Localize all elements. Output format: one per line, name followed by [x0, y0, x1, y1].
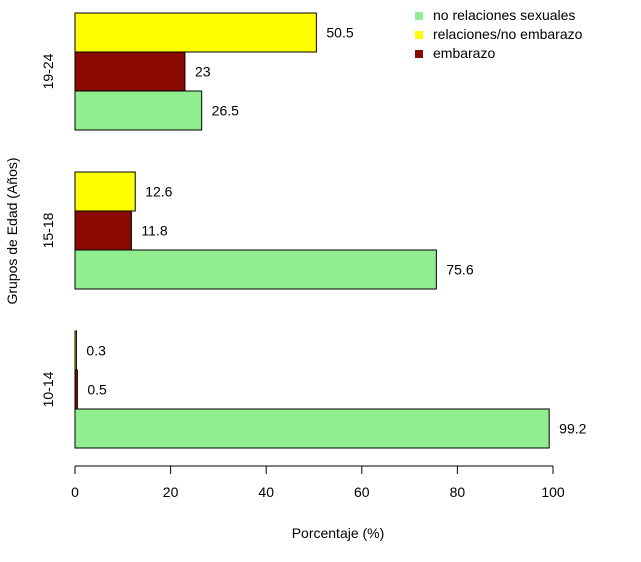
bar-19-24-embarazo [74, 51, 186, 92]
bar-19-24-no-relaciones-sexuales [74, 90, 203, 131]
group-label-19-24: 19-24 [40, 53, 56, 89]
x-tick-label-80: 80 [450, 484, 466, 500]
value-label-10-14-embarazo: 0.5 [87, 382, 107, 398]
bars-layer [74, 12, 550, 449]
value-label-19-24-no-relaciones-sexuales: 26.5 [212, 103, 239, 119]
value-label-19-24-embarazo: 23 [195, 64, 211, 80]
value-label-10-14-no-relaciones-sexuales: 99.2 [559, 421, 586, 437]
y-axis-title: Grupos de Edad (Años) [4, 157, 20, 304]
value-label-15-18-relaciones-no-embarazo: 12.6 [145, 184, 172, 200]
legend: no relaciones sexuales relaciones/no emba… [415, 7, 583, 61]
value-labels-layer: 50.5 23 26.5 12.6 11.8 75.6 0.3 0.5 99.2 [86, 25, 586, 437]
x-axis: 0 20 40 60 80 100 [71, 465, 565, 500]
bar-15-18-no-relaciones-sexuales [74, 249, 437, 290]
x-axis-title: Porcentaje (%) [292, 525, 385, 541]
x-tick-label-60: 60 [354, 484, 370, 500]
value-label-15-18-no-relaciones-sexuales: 75.6 [446, 262, 473, 278]
legend-label-embarazo: embarazo [433, 45, 495, 61]
legend-swatch-embarazo [415, 50, 423, 58]
value-label-19-24-relaciones-no-embarazo: 50.5 [326, 25, 353, 41]
legend-swatch-relaciones-no-embarazo [415, 31, 423, 39]
legend-label-no-relaciones-sexuales: no relaciones sexuales [433, 7, 575, 23]
bar-15-18-embarazo [74, 210, 132, 251]
group-label-10-14: 10-14 [40, 371, 56, 407]
x-tick-label-0: 0 [71, 484, 79, 500]
x-tick-label-40: 40 [258, 484, 274, 500]
x-tick-label-100: 100 [541, 484, 565, 500]
bar-15-18-relaciones-no-embarazo [74, 171, 136, 212]
bar-10-14-embarazo [74, 369, 78, 410]
bar-19-24-relaciones-no-embarazo [74, 12, 317, 53]
legend-swatch-no-relaciones-sexuales [415, 12, 423, 20]
bar-10-14-relaciones-no-embarazo [74, 330, 77, 371]
x-tick-label-20: 20 [163, 484, 179, 500]
legend-label-relaciones-no-embarazo: relaciones/no embarazo [433, 26, 583, 42]
value-label-15-18-embarazo: 11.8 [141, 223, 167, 239]
group-label-15-18: 15-18 [40, 212, 56, 248]
bar-10-14-no-relaciones-sexuales [74, 408, 550, 449]
value-label-10-14-relaciones-no-embarazo: 0.3 [86, 343, 106, 359]
group-labels-layer: 19-24 15-18 10-14 [40, 53, 56, 407]
